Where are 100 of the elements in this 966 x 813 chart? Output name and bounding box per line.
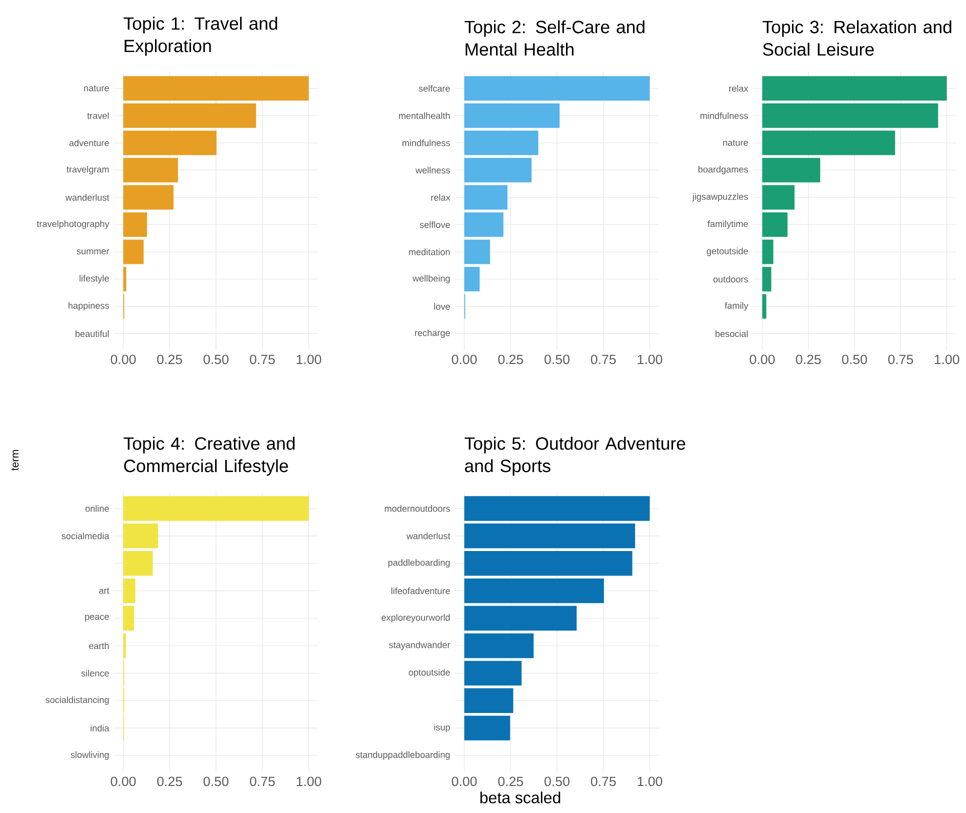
y-axis-title: term [12, 450, 19, 471]
y-tick-label: stayandwander [389, 642, 450, 650]
y-tick-label: wanderlust [406, 532, 450, 540]
bar [464, 578, 604, 604]
x-tick-label: 1.00 [638, 354, 662, 364]
bar [464, 524, 636, 548]
y-tick-label: modernoutdoors [384, 505, 450, 512]
bar [762, 240, 774, 264]
y-tick-label: optoutside [408, 668, 450, 678]
bar [464, 130, 538, 156]
y-tick-label: mindfulness [402, 140, 450, 146]
x-tick-label: 0.75 [888, 354, 914, 364]
y-tick-label: standuppaddleboarding [356, 751, 450, 760]
bar [464, 158, 532, 182]
y-tick-label: selflove [420, 221, 450, 228]
y-tick-label: outdoors [713, 276, 748, 282]
x-tick-label: 0.25 [796, 354, 821, 364]
y-tick-label: art [99, 588, 110, 594]
bar [762, 266, 772, 292]
bar [123, 496, 309, 521]
y-tick-label: recharge [415, 329, 450, 338]
y-tick-label: boardgames [698, 166, 748, 174]
x-tick-label: 0.00 [110, 776, 136, 786]
x-tick-label: 0.50 [544, 776, 570, 786]
y-tick-label: familytime [708, 220, 748, 229]
bar [123, 212, 148, 237]
x-tick-label: 0.50 [842, 354, 867, 364]
bar [123, 240, 144, 264]
y-tick-label: earth [89, 642, 109, 650]
y-tick-label: travelphotography [36, 220, 110, 229]
y-tick-label: peace [85, 614, 109, 622]
x-tick-label: 1.00 [934, 354, 960, 364]
x-tick-label: 0.50 [544, 354, 570, 364]
bar [464, 266, 480, 292]
y-tick-label: wellbeing [412, 274, 450, 284]
x-tick-label: 0.25 [157, 776, 182, 786]
y-tick-label: wellness [416, 166, 450, 174]
x-tick-label: 0.00 [452, 354, 477, 364]
y-tick-label: travel [87, 112, 109, 119]
bar [123, 185, 174, 210]
x-axis-title: beta scaled [480, 792, 560, 804]
chart-title: Topic 4: Creative and Commercial Lifestyle [124, 436, 295, 476]
bar [762, 76, 947, 101]
y-tick-label: beautiful [76, 330, 109, 337]
x-tick-label: 0.00 [452, 776, 477, 786]
y-tick-label: nature [84, 85, 109, 92]
x-tick-label: 0.25 [157, 354, 182, 364]
y-tick-label: mentalhealth [398, 112, 450, 119]
bar [762, 212, 788, 237]
bar [464, 103, 560, 128]
x-tick-label: 1.00 [296, 354, 322, 364]
bar [123, 158, 178, 182]
bar [123, 130, 217, 156]
bar [123, 606, 134, 631]
x-tick-label: 0.75 [590, 776, 616, 786]
chart-title: Topic 5: Outdoor Adventure and Sports [464, 436, 686, 476]
y-tick-label: lifestyle [80, 274, 109, 284]
y-tick-label: socialmedia [62, 532, 110, 540]
y-tick-label: jigsawpuzzles [692, 193, 748, 202]
y-tick-label: paddleboarding [388, 559, 450, 568]
x-tick-label: 0.50 [204, 776, 228, 786]
y-tick-label: relax [729, 85, 748, 92]
chart-title: Topic 1: Travel and Exploration [124, 16, 278, 56]
y-tick-label: online [85, 505, 109, 512]
y-tick-label: selfcare [418, 85, 450, 92]
y-tick-label: love [434, 303, 450, 310]
bar [464, 496, 650, 521]
bar [123, 524, 158, 548]
bar [762, 158, 820, 182]
bar [464, 76, 650, 101]
y-tick-label: besocial [716, 330, 748, 337]
y-tick-label: relax [431, 194, 450, 201]
y-tick-label: getoutside [706, 248, 748, 256]
x-tick-label: 0.25 [498, 354, 524, 364]
y-tick-label: happiness [68, 302, 109, 311]
bar [464, 551, 632, 576]
y-tick-label: travelgram [66, 166, 109, 174]
bar [464, 716, 510, 740]
bar [123, 76, 309, 101]
bar [762, 130, 896, 156]
y-tick-label: exploreyourworld [382, 614, 450, 622]
y-tick-label: mindfulness [700, 112, 748, 119]
y-tick-label: wanderlust [65, 194, 110, 201]
bar [464, 240, 490, 264]
bar [123, 633, 126, 658]
chart-title: Topic 2: Self-Care and Mental Health [464, 20, 644, 56]
x-tick-label: 0.75 [590, 354, 616, 364]
y-tick-label: socialdistancing [46, 696, 109, 705]
bar [464, 606, 577, 631]
bar [762, 185, 795, 210]
y-tick-label: summer [76, 249, 110, 254]
x-tick-label: 0.75 [250, 776, 275, 786]
x-tick-label: 0.50 [204, 354, 228, 364]
bar [464, 688, 514, 713]
x-tick-label: 1.00 [638, 776, 662, 786]
y-tick-label: adventure [69, 140, 109, 146]
bar [464, 633, 534, 658]
bar [464, 660, 522, 686]
y-tick-label: isup [434, 724, 450, 732]
x-tick-label: 0.25 [498, 776, 524, 786]
